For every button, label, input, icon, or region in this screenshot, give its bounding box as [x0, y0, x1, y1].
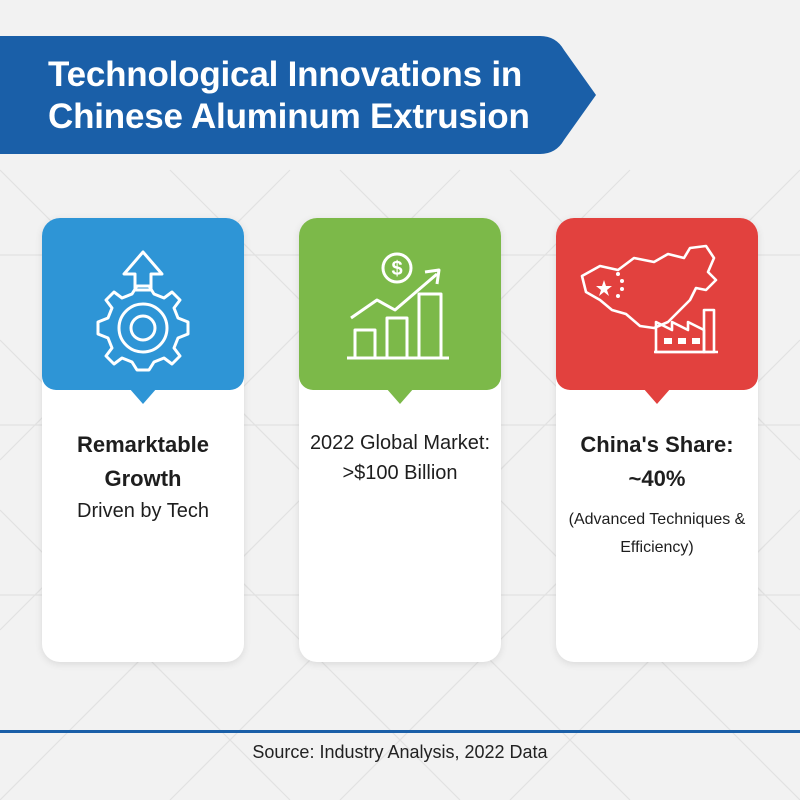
card-growth-title: Remarktable Growth	[76, 432, 210, 491]
card-china-note: (Advanced Techniques & Efficiency)	[568, 511, 746, 556]
card-growth-subtitle: Driven by Tech	[77, 500, 209, 522]
footer-divider	[0, 730, 800, 733]
card-growth: Remarktable Growth Driven by Tech	[42, 218, 244, 662]
svg-text:$: $	[391, 258, 402, 280]
banner-shape	[0, 36, 596, 154]
card-china-share: China's Share: ~40% (Advanced Techniques…	[556, 218, 758, 662]
card-market-header: $	[299, 218, 501, 404]
page-title: Technological Innovations in Chinese Alu…	[48, 55, 530, 136]
card-china-title: China's Share: ~40%	[580, 432, 734, 491]
card-market-text: 2022 Global Market: >$100 Billion	[309, 432, 491, 484]
card-market-body: 2022 Global Market: >$100 Billion	[305, 428, 495, 488]
source-caption: Source: Industry Analysis, 2022 Data	[252, 742, 548, 762]
card-growth-body: Remarktable Growth Driven by Tech	[48, 428, 238, 526]
card-china-header	[556, 218, 758, 404]
gear-arrow-up-icon	[96, 250, 190, 372]
rising-bar-chart-dollar-icon: $	[347, 252, 449, 360]
card-china-body: China's Share: ~40% (Advanced Techniques…	[562, 428, 752, 562]
card-market: $ 2022 Global Market: >$100 Billion	[299, 218, 501, 662]
title-banner: Technological Innovations in Chinese Alu…	[0, 36, 596, 154]
card-growth-header	[42, 218, 244, 404]
china-map-factory-icon	[580, 244, 718, 354]
